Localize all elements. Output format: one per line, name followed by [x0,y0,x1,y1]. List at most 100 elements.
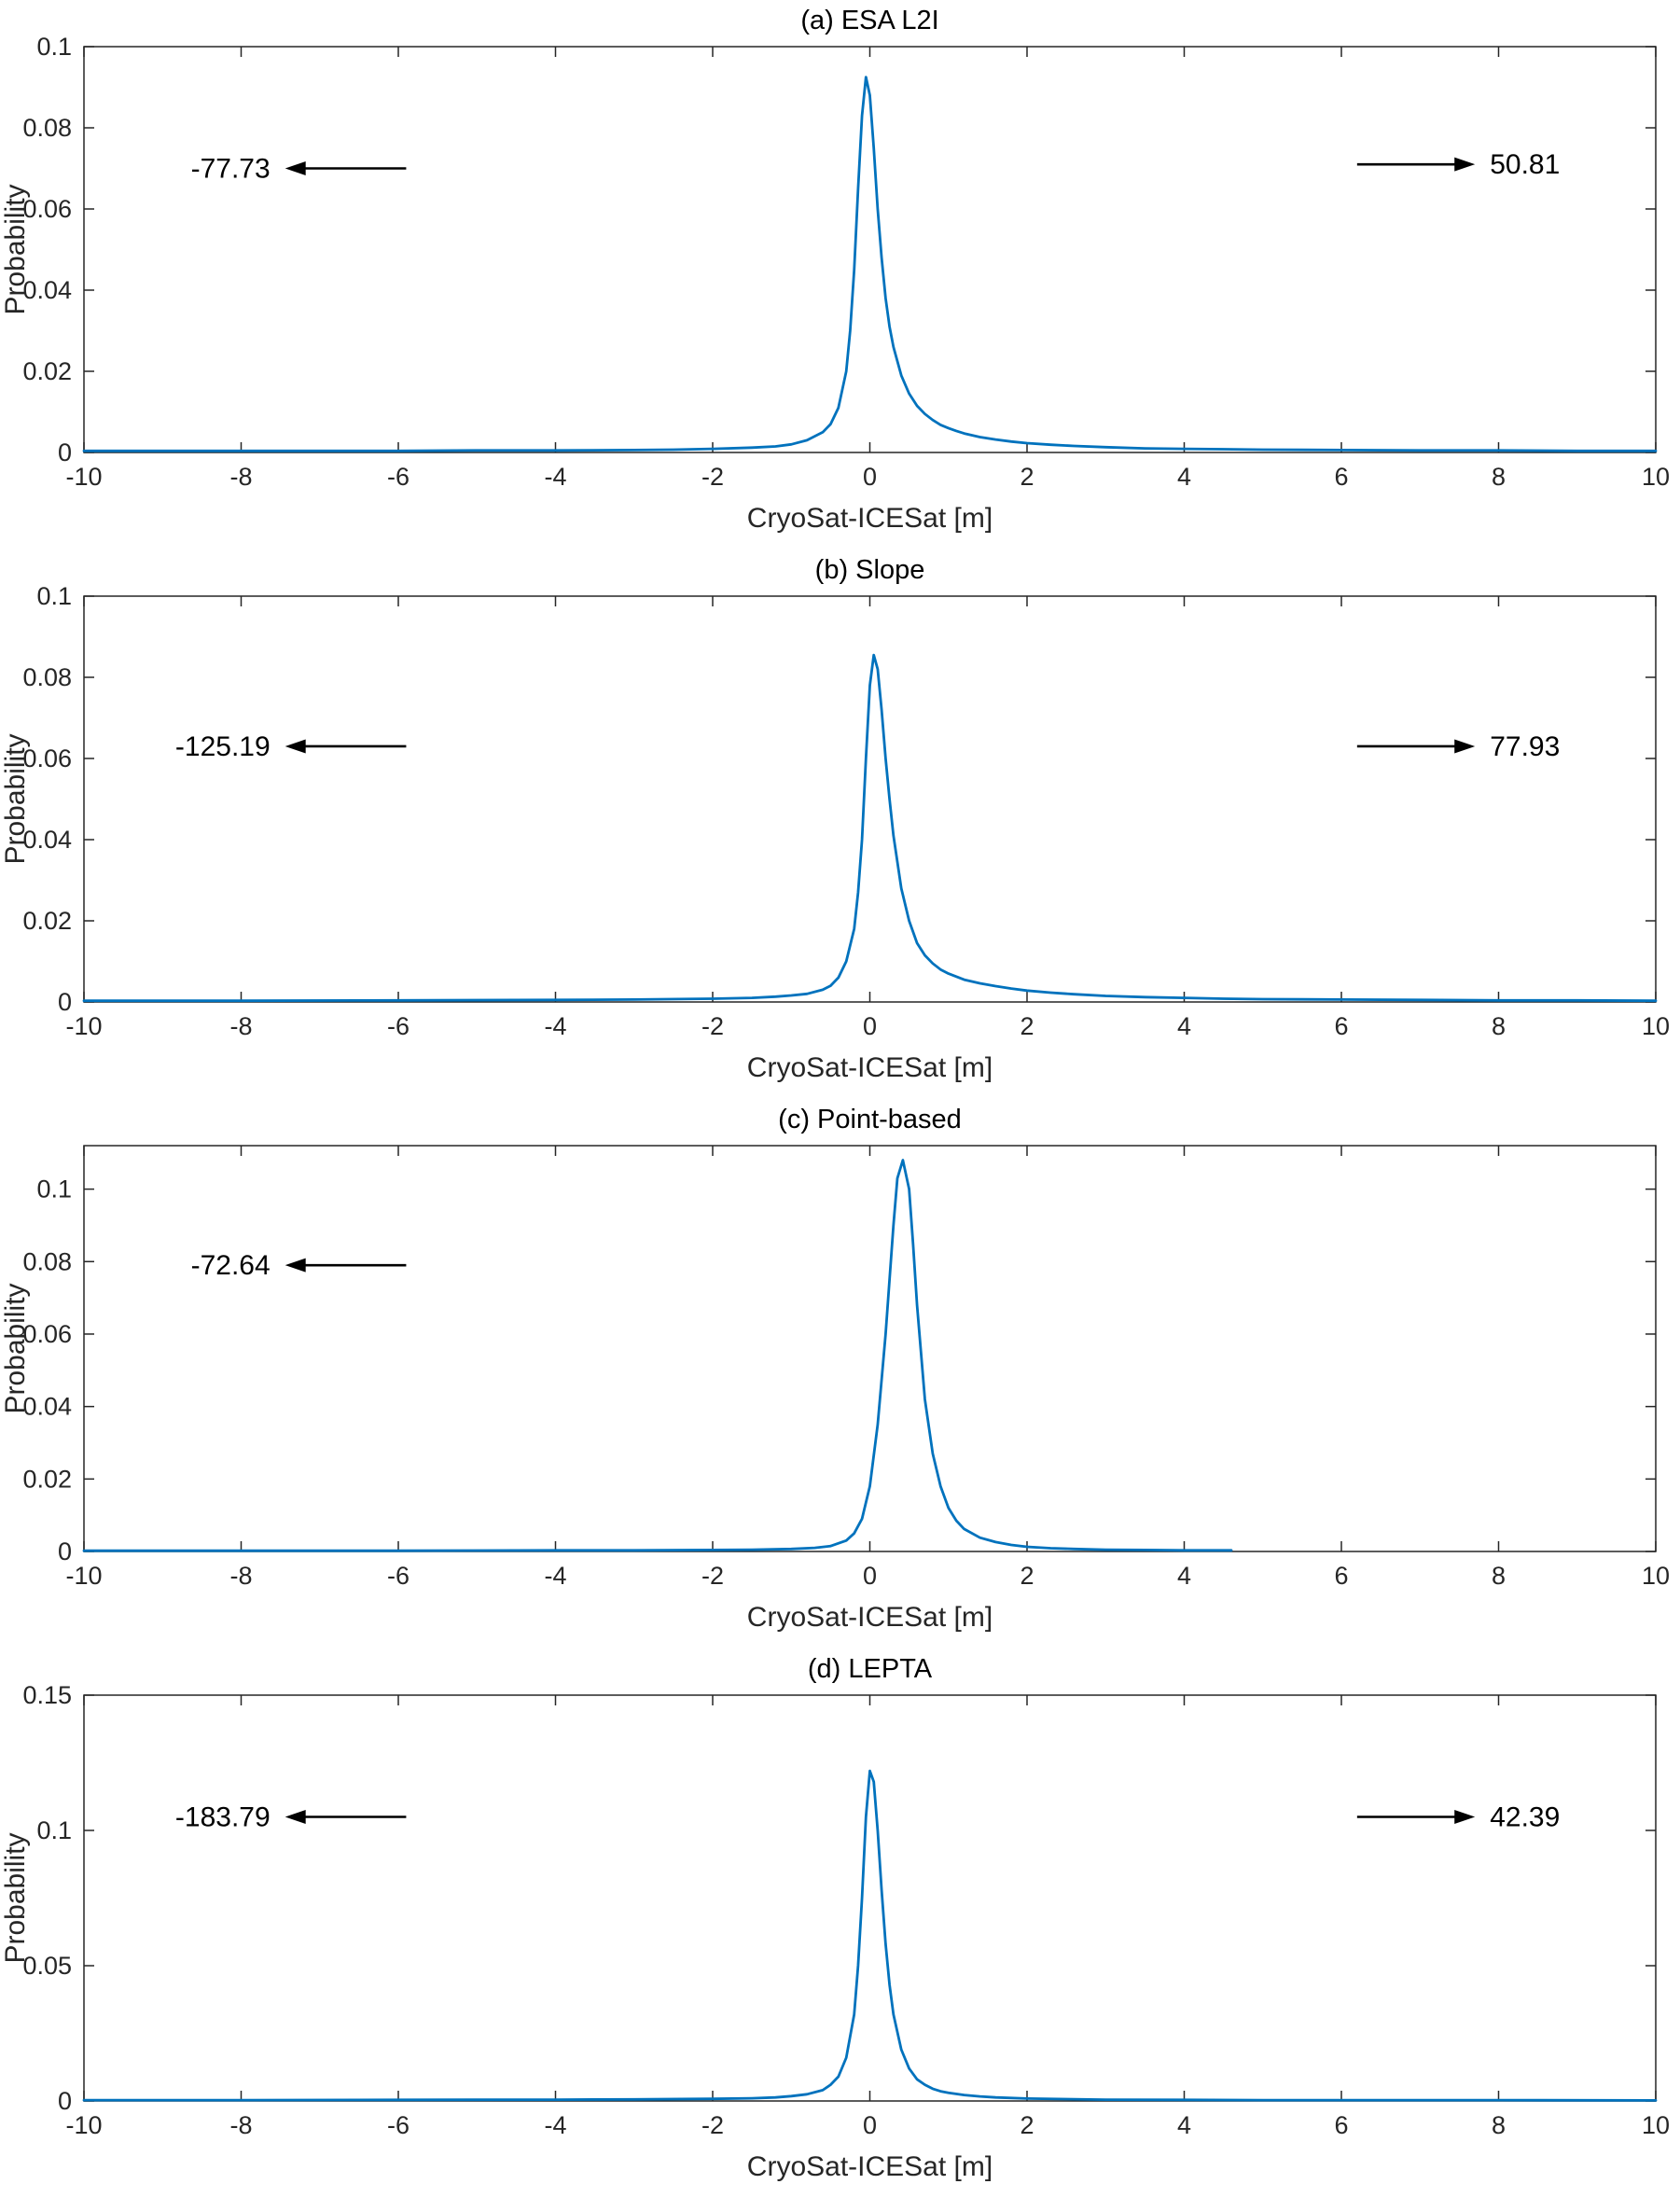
panel-d-plot: -10 -8 -6 -4 -2 0 2 4 6 8 10 0 0.05 0.1 0.15 CryoSat-IC… [0,1686,1670,2182]
axes [83,1694,1657,2102]
y-tick-label: 0.04 [22,826,72,854]
y-tick-label: 0.02 [22,357,72,385]
y-tick-label: 0.06 [22,744,72,772]
left-tail-value: -72.64 [191,1250,271,1281]
x-tick-label: -8 [229,1562,252,1590]
x-tick-label: -8 [229,2111,252,2139]
x-tick-label: 0 [863,1012,877,1040]
left-tail-annotation: -183.79 [175,1802,407,1833]
x-tick-label: 10 [1642,1012,1670,1040]
x-tick-label: 2 [1020,2111,1034,2139]
left-arrow-head-icon [285,161,306,175]
y-tick-label: 0.04 [22,1393,72,1421]
y-tick-label: 0.04 [22,276,72,304]
y-axis-label: Probability [0,184,31,314]
axis-box [83,595,1657,1003]
y-tick-label: 0.1 [36,1176,72,1203]
y-tick-label: 0.06 [22,1320,72,1348]
x-tick-label: 10 [1642,463,1670,491]
right-tail-value: 50.81 [1490,149,1560,180]
x-tick-label: 8 [1492,2111,1506,2139]
x-tick-label: 4 [1177,463,1191,491]
x-axis-label: CryoSat-ICESat [m] [747,1602,993,1633]
left-tail-annotation: -72.64 [191,1250,407,1281]
x-tick-label: -6 [387,2111,410,2139]
x-tick-label: -6 [387,1012,410,1040]
x-tick-label: -4 [544,463,566,491]
x-tick-label: 2 [1020,1012,1034,1040]
y-tick-label: 0.08 [22,1247,72,1275]
x-tick-label: -10 [65,463,102,491]
x-tick-label: 6 [1334,1562,1348,1590]
y-tick-label: 0.15 [22,1686,72,1709]
x-tick-label: -4 [544,1012,566,1040]
y-tick-label: 0 [58,438,72,466]
left-tail-value: -125.19 [175,731,271,762]
panel-b-plot: -10 -8 -6 -4 -2 0 2 4 6 8 10 0 0.02 0.04 0.06 0.08 0.1 Cr… [0,587,1670,1083]
x-tick-label: -2 [701,1012,724,1040]
x-tick-label: -2 [701,1562,724,1590]
left-arrow-head-icon [285,1810,306,1824]
x-tick-label: 6 [1334,2111,1348,2139]
panel-a-plot: -10 -8 -6 -4 -2 0 2 4 6 8 10 0 0.02 0.04 0.06 0.08 0.1 Cr… [0,37,1670,534]
right-tail-annotation: 50.81 [1356,149,1560,180]
x-tick-label: -10 [65,2111,102,2139]
left-tail-value: -77.73 [191,154,271,185]
y-tick-label: 0.06 [22,195,72,223]
x-tick-label: 4 [1177,1562,1191,1590]
x-tick-label: -8 [229,463,252,491]
x-tick-label: 0 [863,2111,877,2139]
x-tick-label: 6 [1334,1012,1348,1040]
right-arrow-head-icon [1454,1810,1476,1824]
x-tick-label: -6 [387,1562,410,1590]
right-tail-value: 77.93 [1490,731,1560,762]
panel-c-plot: -10 -8 -6 -4 -2 0 2 4 6 8 10 0 0.02 0.04 0.06 0.08 0.1 Cr… [0,1145,1670,1633]
right-tail-value: 42.39 [1490,1802,1560,1833]
right-tail-annotation: 42.39 [1356,1802,1560,1833]
pdf-curve [82,1769,1658,2102]
tick-labels: -10 -8 -6 -4 -2 0 2 4 6 8 10 0 0.02 0.04 0.06 0.08 0.1 [22,587,1670,1040]
panel-b: (b) Slope -10 -8 -6 -4 -2 0 2 4 6 8 10 0 0.02 0.04 0.0… [0,550,1680,1099]
y-tick-label: 0.02 [22,1465,72,1493]
tick-marks [83,595,1657,1003]
y-tick-label: 0.02 [22,907,72,935]
left-tail-annotation: -125.19 [175,731,407,762]
x-tick-label: 8 [1492,1562,1506,1590]
y-tick-label: 0.1 [36,1816,72,1844]
tick-marks [83,1694,1657,2102]
y-tick-label: 0 [58,2087,72,2115]
x-tick-label: -8 [229,1012,252,1040]
right-arrow-head-icon [1454,739,1476,754]
x-axis-label: CryoSat-ICESat [m] [747,1052,993,1083]
panel-d-title: (d) LEPTA [807,1654,933,1684]
x-tick-label: 4 [1177,1012,1191,1040]
left-tail-value: -183.79 [175,1802,271,1833]
x-tick-label: 4 [1177,2111,1191,2139]
y-tick-label: 0.1 [36,587,72,610]
x-tick-label: 8 [1492,1012,1506,1040]
x-tick-label: -4 [544,2111,566,2139]
axes [83,46,1657,453]
y-tick-label: 0 [58,1537,72,1565]
axes [83,595,1657,1003]
x-tick-label: 6 [1334,463,1348,491]
x-tick-label: -10 [65,1562,102,1590]
x-tick-label: 0 [863,1562,877,1590]
panel-a-title: (a) ESA L2I [800,6,939,35]
x-axis-label: CryoSat-ICESat [m] [747,503,993,534]
x-tick-label: 10 [1642,1562,1670,1590]
y-tick-label: 0.08 [22,663,72,691]
x-tick-label: 0 [863,463,877,491]
panel-a: (a) ESA L2I -10 -8 -6 -4 -2 0 2 4 6 8 10 0 0.02 0.04 0… [0,0,1680,550]
x-tick-label: 2 [1020,463,1034,491]
panel-b-title: (b) Slope [814,555,925,585]
x-axis-label: CryoSat-ICESat [m] [747,2151,993,2182]
left-tail-annotation: -77.73 [191,154,407,185]
axis-box [83,1694,1657,2102]
pdf-curve [82,653,1658,1003]
y-tick-label: 0.05 [22,1952,72,1980]
panel-c-title: (c) Point-based [778,1105,962,1134]
y-tick-label: 0.1 [36,37,72,61]
tick-labels: -10 -8 -6 -4 -2 0 2 4 6 8 10 0 0.02 0.04 0.06 0.08 0.1 [22,37,1670,491]
